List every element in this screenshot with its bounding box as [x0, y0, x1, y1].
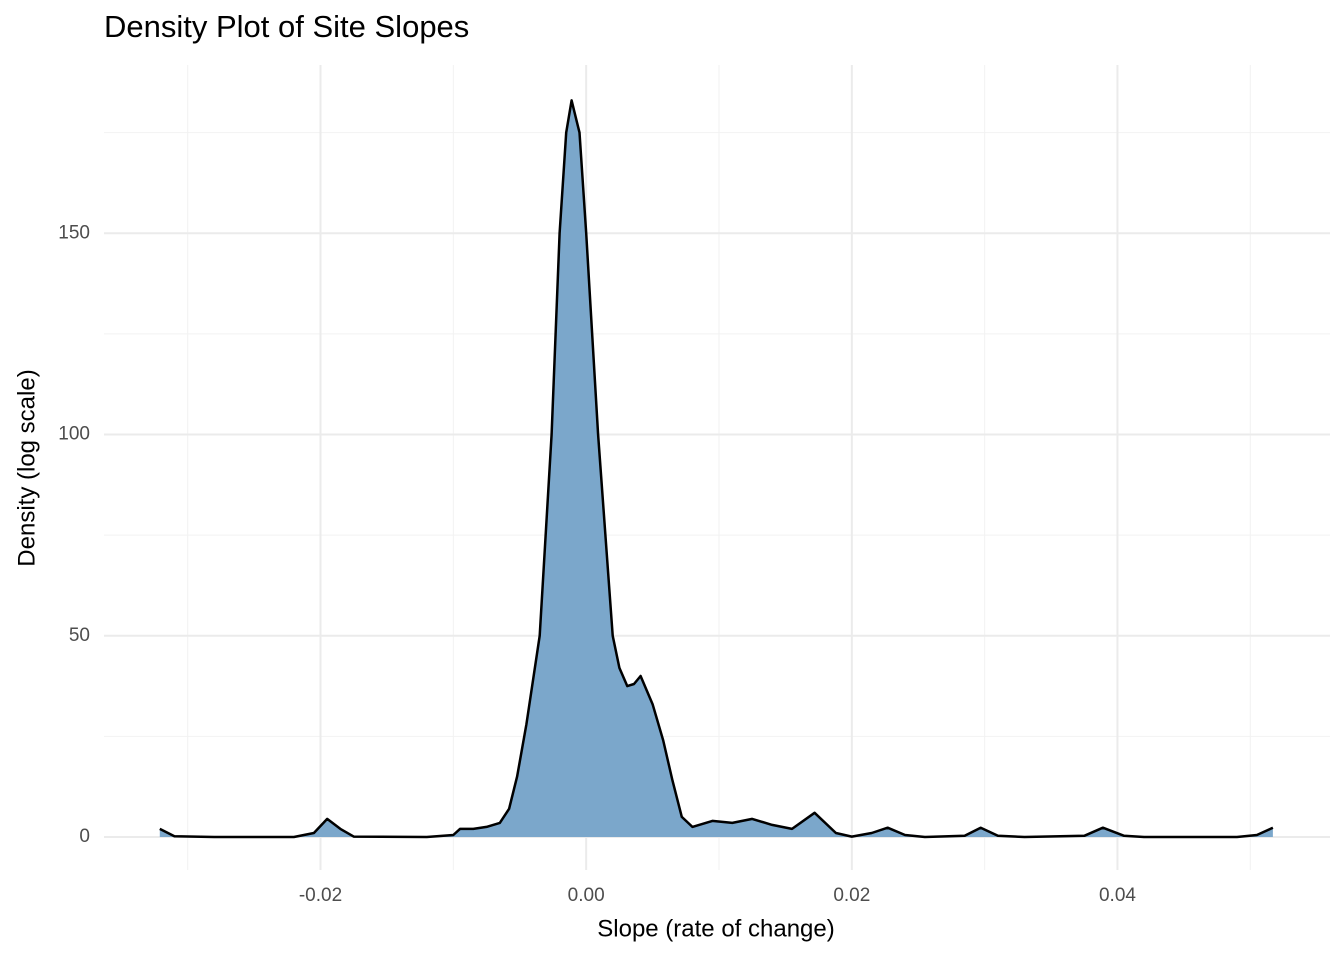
- y-axis-title: Density (log scale): [13, 369, 40, 566]
- chart-title: Density Plot of Site Slopes: [104, 9, 469, 44]
- y-tick-label: 0: [79, 826, 90, 847]
- x-axis-title: Slope (rate of change): [597, 915, 834, 942]
- x-tick-label: 0.04: [1099, 885, 1136, 906]
- x-tick-label: 0.00: [568, 885, 605, 906]
- x-tick-label: -0.02: [299, 885, 342, 906]
- y-tick-label: 100: [58, 424, 90, 445]
- density-area: [159, 100, 1273, 837]
- y-tick-label: 50: [69, 625, 90, 646]
- x-tick-label: 0.02: [833, 885, 870, 906]
- y-tick-label: 150: [58, 222, 90, 243]
- density-line: [159, 99, 1274, 839]
